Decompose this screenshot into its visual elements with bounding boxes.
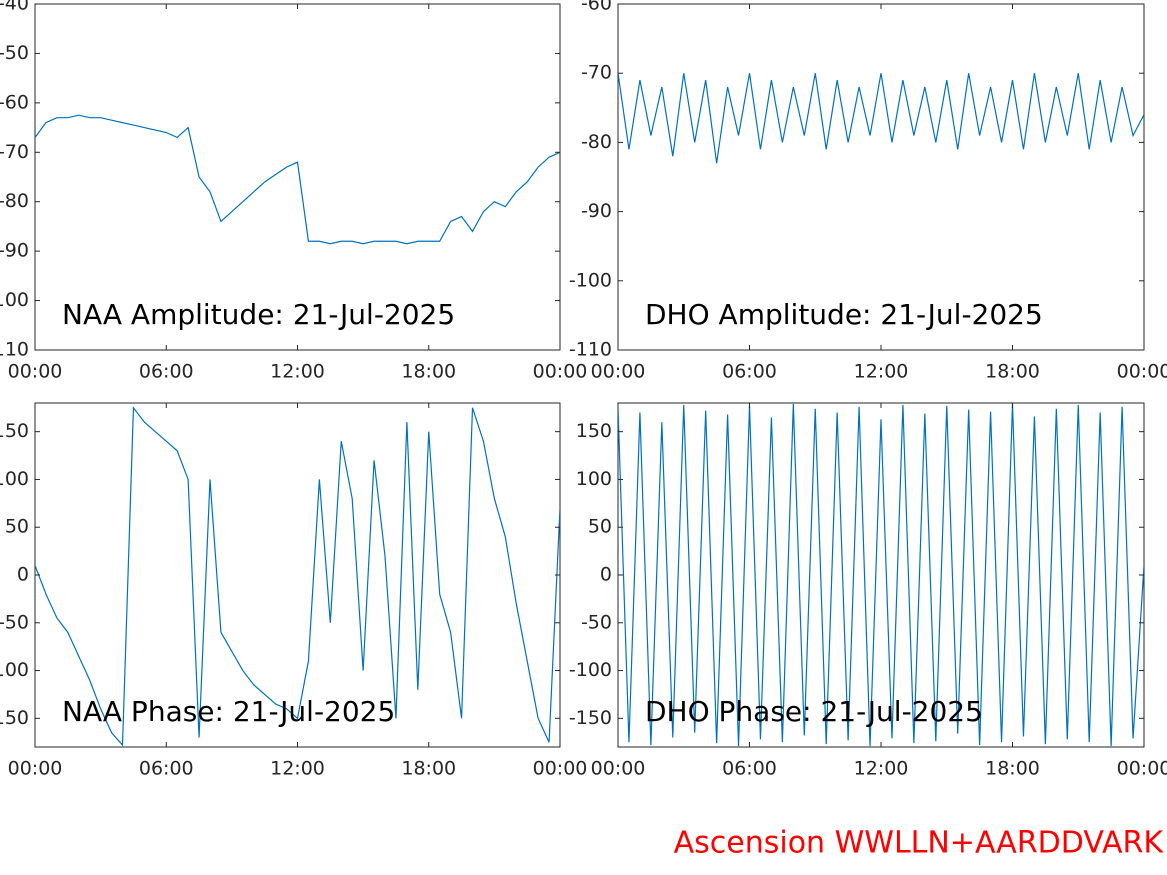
y-tick-label: -50 — [581, 611, 612, 633]
y-tick-label: -150 — [569, 707, 612, 729]
y-tick-label: -50 — [0, 611, 29, 633]
y-tick-label: -80 — [581, 131, 612, 153]
y-tick-label: -60 — [581, 0, 612, 15]
y-tick-label: -60 — [0, 91, 29, 113]
axes-box — [617, 402, 1145, 748]
axes-box — [34, 3, 561, 351]
y-tick-label: 50 — [5, 516, 29, 538]
data-line — [618, 73, 1144, 164]
x-tick-label: 18:00 — [401, 361, 456, 383]
x-tick-label: 06:00 — [139, 361, 194, 383]
footer: Ascension WWLLN+AARDDVARK — [674, 826, 1165, 861]
subplot: -40-50-60-70-80-90-100-11000:0006:0012:0… — [0, 0, 587, 383]
data-line — [35, 406, 560, 747]
y-tick-label: -100 — [0, 289, 29, 311]
y-tick-label: -110 — [569, 339, 612, 361]
subplot: 150 100 50 0 -50 -100 -150 00:00 06:00 12:00 18:00… — [0, 402, 588, 780]
x-tick-label: 12:00 — [270, 361, 325, 383]
axes-box — [34, 402, 561, 748]
y-tick-label: 100 — [576, 468, 612, 490]
x-tick-label: 00:00 — [533, 758, 588, 780]
x-tick-label: 00:00 — [8, 361, 63, 383]
x-tick-label: 00:00 — [1117, 361, 1167, 383]
x-tick-label: 06:00 — [722, 361, 777, 383]
y-tick-label: -150 — [0, 707, 29, 729]
y-tick-label: 150 — [0, 420, 29, 442]
data-line — [618, 403, 1144, 747]
annotation: NAA Amplitude: 21-Jul-2025 — [62, 298, 455, 331]
x-tick-label: 06:00 — [722, 758, 777, 780]
y-tick-label: -90 — [0, 240, 29, 262]
x-tick-label: 00:00 — [591, 758, 646, 780]
x-tick-label: 12:00 — [854, 758, 909, 780]
y-tick-label: -100 — [569, 269, 612, 291]
x-tick-label: 00:00 — [533, 361, 588, 383]
x-tick-label: 12:00 — [270, 758, 325, 780]
subplot: 150 100 50 0 -50 -100 -150 00:00 06:00 12:00 18:00… — [569, 402, 1167, 780]
y-tick-label: -80 — [0, 190, 29, 212]
y-tick-label: -90 — [581, 200, 612, 222]
y-tick-label: -50 — [0, 42, 29, 64]
annotation: DHO Phase: 21-Jul-2025 — [645, 695, 983, 728]
x-tick-label: 18:00 — [985, 361, 1040, 383]
data-line — [35, 114, 560, 245]
x-tick-label: 18:00 — [401, 758, 456, 780]
x-tick-label: 00:00 — [8, 758, 63, 780]
x-tick-label: 00:00 — [1117, 758, 1167, 780]
y-tick-label: -40 — [0, 0, 29, 15]
x-tick-label: 00:00 — [591, 361, 646, 383]
y-tick-label: -110 — [0, 339, 29, 361]
y-tick-label: -100 — [569, 659, 612, 681]
y-tick-label: 0 — [600, 564, 612, 586]
x-tick-label: 12:00 — [854, 361, 909, 383]
y-tick-label: 50 — [588, 516, 612, 538]
y-tick-label: -70 — [581, 62, 612, 84]
y-tick-label: 150 — [576, 420, 612, 442]
axes-box — [617, 3, 1145, 351]
annotation: DHO Amplitude: 21-Jul-2025 — [645, 298, 1043, 331]
y-tick-label: 0 — [17, 564, 29, 586]
y-tick-label: 100 — [0, 468, 29, 490]
annotation: NAA Phase: 21-Jul-2025 — [62, 695, 395, 728]
x-tick-label: 18:00 — [985, 758, 1040, 780]
y-tick-label: -100 — [0, 659, 29, 681]
y-tick-label: -70 — [0, 141, 29, 163]
x-tick-label: 06:00 — [139, 758, 194, 780]
